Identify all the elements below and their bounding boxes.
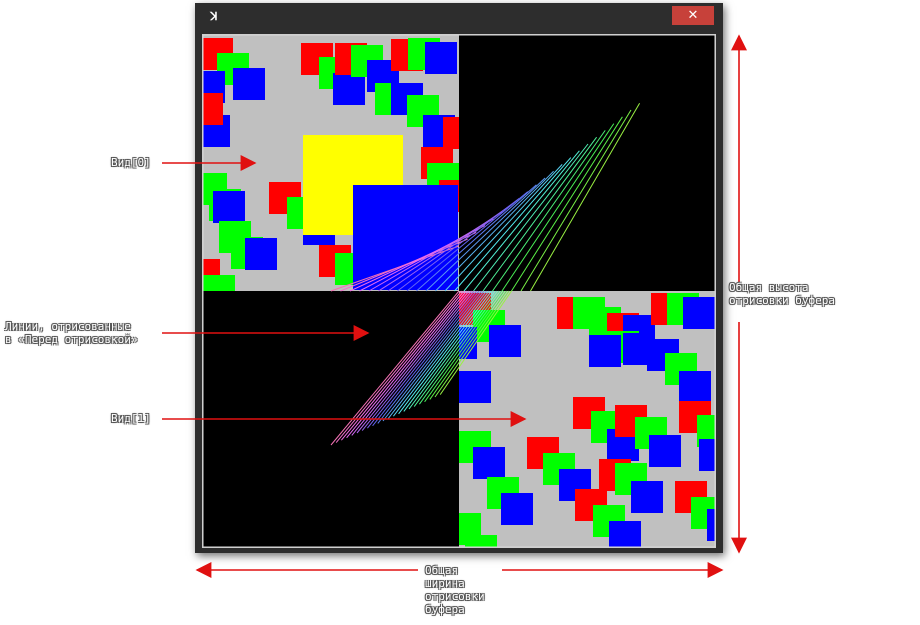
fan-line [413, 290, 500, 407]
fan-line [444, 164, 563, 292]
sprite-square [443, 117, 459, 149]
sprite-square [489, 325, 521, 357]
label-lines-before-draw: Линии, отрисованные в «Перед отрисовкой» [5, 320, 138, 346]
fan-line [463, 150, 580, 292]
fan-line [454, 157, 572, 292]
render-buffer [202, 34, 716, 548]
fan-line [439, 290, 512, 395]
fan-line [425, 177, 546, 292]
fan-line [473, 143, 589, 292]
sprite-square [459, 371, 491, 403]
fan-line [361, 290, 475, 431]
big-blue-square [353, 185, 458, 290]
label-view1: Вид[1] [111, 412, 151, 425]
fan-line [501, 123, 615, 292]
pre-draw-lines [330, 102, 641, 446]
close-button[interactable]: ✕ [672, 6, 714, 25]
sprite-square [589, 335, 621, 367]
sprite-square [609, 521, 641, 547]
fan-line [356, 290, 472, 434]
fan-line [416, 184, 537, 292]
fan-line [341, 290, 465, 441]
sprite-square [213, 191, 245, 223]
fan-line [520, 109, 632, 292]
sprite-square [679, 371, 711, 403]
label-total-width: Общая ширина отрисовки буфера [425, 564, 485, 616]
fan-line [398, 290, 492, 415]
sprite-square [631, 481, 663, 513]
close-icon: ✕ [687, 8, 699, 23]
sprite-square [465, 535, 497, 547]
fan-line [492, 130, 606, 292]
fan-line [351, 290, 470, 436]
app-logo-icon: ꓘ [210, 10, 218, 23]
fan-line [408, 290, 497, 410]
sprite-square [203, 275, 235, 291]
fan-line [335, 290, 462, 443]
fan-line [397, 198, 520, 292]
sprite-square [699, 439, 715, 471]
sprite-square [333, 73, 365, 105]
fan-line [434, 290, 510, 398]
fan-line [406, 191, 529, 292]
sprite-square [649, 435, 681, 467]
fan-line [429, 290, 507, 400]
fan-line [530, 102, 641, 292]
fan-line [367, 290, 477, 429]
label-total-height: Общая высота отрисовки буфера [729, 281, 835, 307]
fan-line [418, 290, 502, 405]
sprite-square [425, 42, 457, 74]
label-view0: Вид[0] [111, 156, 151, 169]
fan-line [377, 290, 482, 424]
sprite-square [501, 493, 533, 525]
fan-line [435, 170, 554, 292]
fan-line [424, 290, 505, 403]
fan-line [372, 290, 480, 427]
sprite-square [473, 447, 505, 479]
sprite-square [203, 93, 223, 125]
sprite-square [707, 509, 715, 541]
fan-line [393, 290, 490, 417]
fan-line [346, 290, 467, 439]
sprite-square [245, 238, 277, 270]
sprite-square [233, 68, 265, 100]
fan-line [387, 290, 487, 419]
fan-line [511, 116, 623, 292]
fan-line [482, 136, 598, 292]
fan-line [382, 290, 485, 422]
fan-line [403, 290, 495, 412]
fan-line [387, 204, 511, 292]
sprite-square [683, 297, 715, 329]
